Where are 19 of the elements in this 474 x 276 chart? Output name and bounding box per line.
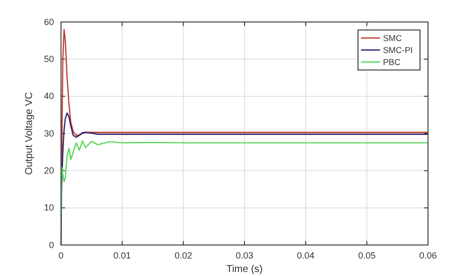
x-tick-label: 0.06 <box>419 250 437 260</box>
x-tick-label: 0.03 <box>236 250 254 260</box>
x-tick-label: 0.04 <box>296 250 314 260</box>
x-tick-label: 0.05 <box>358 250 376 260</box>
y-tick-label: 50 <box>44 54 54 64</box>
y-tick-label: 10 <box>44 202 54 213</box>
legend-label: PBC <box>383 57 400 67</box>
x-axis-title: Time (s) <box>226 264 263 275</box>
y-tick-label: 40 <box>44 91 54 102</box>
y-axis-title: Output Voltage VC <box>24 92 35 175</box>
x-tick-label: 0 <box>58 250 64 260</box>
y-tick-label: 0 <box>48 240 54 250</box>
y-tick-label: 30 <box>44 128 54 138</box>
x-tick-label: 0.02 <box>174 250 192 260</box>
y-tick-label: 60 <box>44 16 54 27</box>
legend-label: SMC-PI <box>383 45 413 55</box>
legend-label: SMC <box>383 33 402 43</box>
x-tick-label: 0.01 <box>113 250 131 260</box>
y-tick-label: 20 <box>44 166 54 176</box>
